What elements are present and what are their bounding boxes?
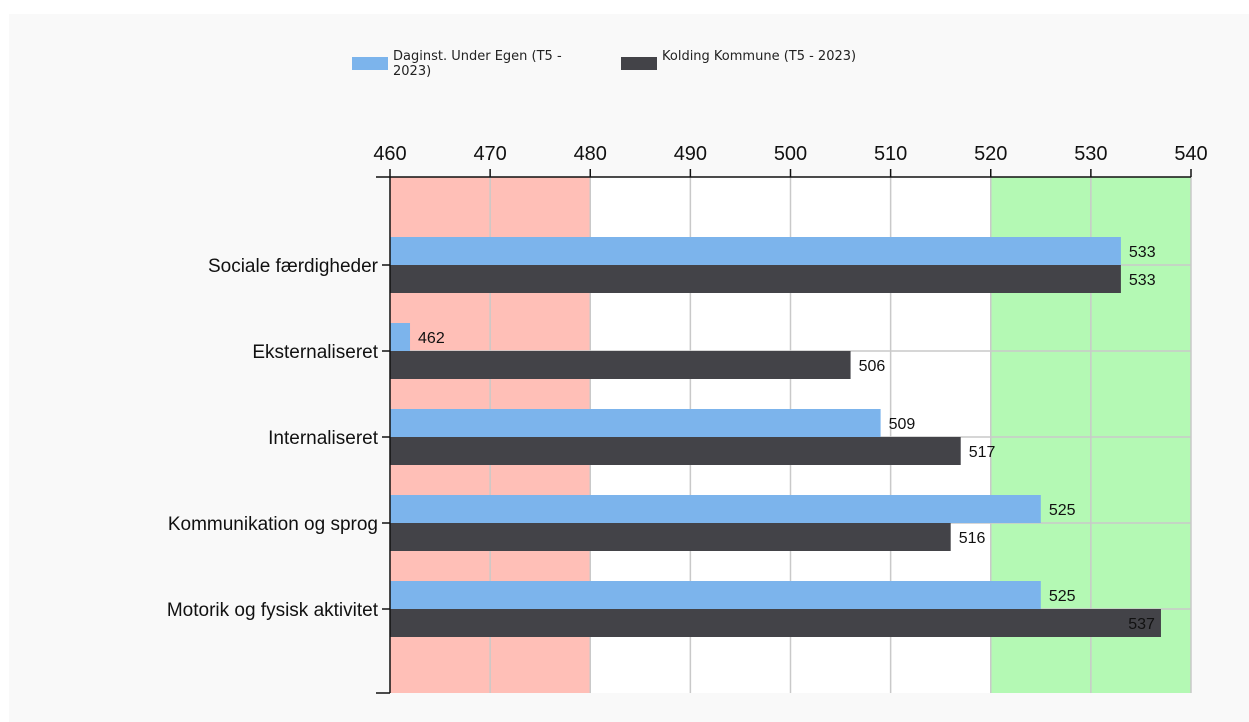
legend-swatch (621, 57, 657, 70)
data-label: 525 (1049, 588, 1076, 605)
data-label: 516 (959, 530, 986, 547)
bar (390, 323, 411, 351)
category-label: Motorik og fysisk aktivitet (167, 600, 379, 621)
bar (390, 609, 1161, 637)
x-tick-label: 490 (674, 143, 707, 165)
bar-chart: Daginst. Under Egen (T5 -2023) Kolding Ko… (167, 49, 1208, 694)
data-label: 533 (1129, 244, 1156, 261)
bar (390, 265, 1121, 293)
x-tick-label: 510 (874, 143, 907, 165)
bar (390, 523, 951, 551)
data-labels: 533 533 462 506 509 517 525 516 525 537 (418, 244, 1156, 633)
bar (390, 581, 1041, 609)
x-tick-label: 500 (774, 143, 807, 165)
category-label: Internaliseret (268, 428, 379, 449)
x-tick-label: 520 (974, 143, 1007, 165)
category-label: Kommunikation og sprog (168, 514, 378, 535)
x-tick-label: 540 (1174, 143, 1207, 165)
data-label: 533 (1129, 272, 1156, 289)
data-label: 517 (969, 444, 996, 461)
category-label: Sociale færdigheder (208, 256, 379, 277)
legend: Daginst. Under Egen (T5 -2023) Kolding Ko… (352, 49, 856, 79)
legend-label: 2023) (393, 64, 431, 79)
axes (376, 176, 1191, 694)
data-label: 462 (418, 330, 445, 347)
bar (390, 409, 881, 437)
category-label: Eksternaliseret (252, 342, 378, 363)
legend-label: Kolding Kommune (T5 - 2023) (662, 49, 856, 64)
legend-label: Daginst. Under Egen (T5 - (393, 49, 562, 64)
bar (390, 437, 961, 465)
data-label: 537 (1128, 616, 1155, 633)
chart-panel: Daginst. Under Egen (T5 -2023) Kolding Ko… (9, 14, 1249, 722)
x-tick-label: 530 (1074, 143, 1107, 165)
category-labels: Sociale færdigheder Eksternaliseret Intern… (167, 256, 379, 621)
x-tick-label: 470 (473, 143, 506, 165)
bar (390, 495, 1041, 523)
x-axis-ticks: 460 470 480 490 500 510 520 530 540 (373, 143, 1208, 177)
x-tick-label: 460 (373, 143, 406, 165)
legend-swatch (352, 57, 388, 70)
data-label: 506 (859, 358, 886, 375)
x-tick-label: 480 (574, 143, 607, 165)
data-label: 509 (889, 416, 916, 433)
bar (390, 237, 1121, 265)
bars (390, 237, 1161, 637)
bar (390, 351, 851, 379)
data-label: 525 (1049, 502, 1076, 519)
